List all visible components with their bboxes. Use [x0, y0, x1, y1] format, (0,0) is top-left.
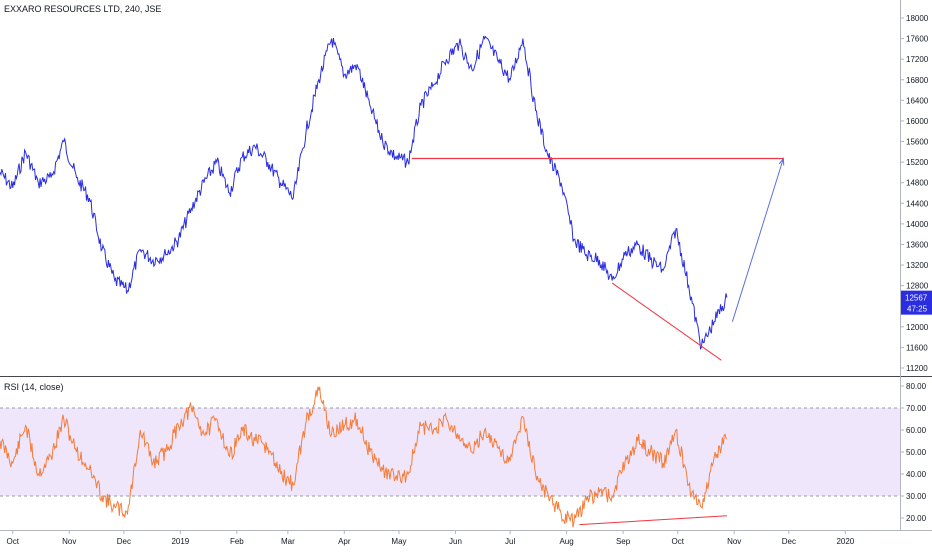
rsi-tick-label: 30.00: [906, 492, 927, 501]
price-tick-label: 13600: [906, 240, 929, 249]
watermark: TradingView: [850, 520, 932, 538]
time-tick-label: Dec: [782, 537, 796, 546]
time-tick-label: Feb: [230, 537, 244, 546]
rsi-chart-title: RSI (14, close): [4, 382, 64, 392]
rsi-series: [0, 386, 728, 528]
price-tick-label: 12800: [906, 282, 929, 291]
rsi-tick-label: 70.00: [906, 404, 927, 413]
price-line: [0, 35, 728, 351]
time-tick-label: Jun: [449, 537, 462, 546]
last-price-label: 12567: [905, 294, 928, 303]
time-tick-label: Aug: [559, 537, 573, 546]
time-tick-label: Dec: [117, 537, 131, 546]
time-tick-label: Sep: [616, 537, 631, 546]
price-tick-label: 16800: [906, 76, 929, 85]
time-tick-label: Nov: [62, 537, 76, 546]
price-tick-label: 11200: [906, 364, 928, 373]
last-price-badge: [901, 290, 932, 315]
price-tick-label: 14800: [906, 179, 929, 188]
rsi-tick-label: 40.00: [906, 470, 927, 479]
time-tick-label: 2020: [836, 537, 854, 546]
price-tick-label: 16000: [906, 117, 929, 126]
time-tick-label: Jul: [505, 537, 515, 546]
time-tick-label: May: [391, 537, 406, 546]
countdown-label: 47:25: [907, 305, 928, 314]
rsi-line: [0, 386, 728, 528]
price-tick-label: 18000: [906, 14, 929, 23]
price-tick-label: 14400: [906, 199, 929, 208]
projection-arrow-head: [778, 157, 785, 166]
price-tick-label: 15600: [906, 138, 929, 147]
time-tick-label: Apr: [338, 537, 351, 546]
time-tick-label: Oct: [7, 537, 20, 546]
price-tick-label: 17200: [906, 55, 929, 64]
support-trendline: [611, 282, 722, 361]
price-tick-label: 14000: [906, 220, 929, 229]
rsi-band: [0, 408, 900, 496]
time-tick-label: Mar: [281, 537, 295, 546]
price-tick-label: 17600: [906, 35, 929, 44]
price-tick-label: 12000: [906, 323, 929, 332]
price-tick-label: 11600: [906, 343, 928, 352]
rsi-tick-label: 50.00: [906, 448, 927, 457]
projection-arrow-line: [731, 158, 784, 322]
rsi-divergence-trendline: [579, 515, 727, 526]
price-tick-label: 16400: [906, 96, 929, 105]
time-tick-label: 2019: [171, 537, 189, 546]
time-tick-label: Nov: [727, 537, 741, 546]
rsi-tick-label: 80.00: [906, 382, 927, 391]
rsi-tick-label: 60.00: [906, 426, 927, 435]
price-tick-label: 15200: [906, 158, 929, 167]
price-tick-label: 13200: [906, 261, 929, 270]
main-chart-title: EXXARO RESOURCES LTD, 240, JSE: [4, 4, 162, 14]
price-series: [0, 35, 728, 351]
time-tick-label: Oct: [672, 537, 685, 546]
rsi-tick-label: 20.00: [906, 514, 927, 523]
